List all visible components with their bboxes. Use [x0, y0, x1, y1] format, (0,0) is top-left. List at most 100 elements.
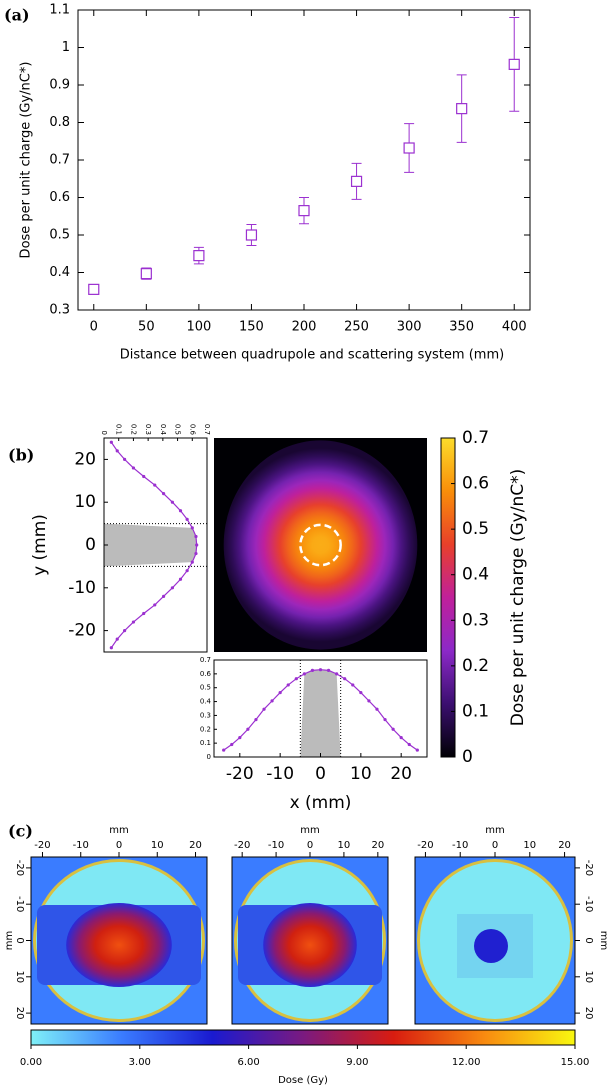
profile-point: [383, 717, 387, 722]
profile-point: [318, 668, 323, 672]
profile-point: [185, 569, 189, 573]
x-tick-label: -10: [452, 840, 468, 851]
panel-label: (b): [8, 446, 34, 465]
x-tick-label: -20: [34, 840, 50, 851]
profile-point: [190, 560, 194, 564]
point: [350, 175, 363, 187]
point: [298, 205, 310, 217]
x-tick-label: 0: [116, 840, 122, 851]
colorbar: [440, 437, 456, 758]
y-tick-label: -10: [14, 896, 25, 912]
profile-point: [153, 603, 157, 607]
profile-point: [194, 534, 198, 539]
shaded-region: [104, 523, 197, 567]
profile-point: [161, 594, 166, 598]
profile-point: [190, 526, 194, 530]
colorbar-tick-label: 0.7: [462, 428, 489, 448]
film-spot: [263, 903, 357, 987]
colorbar-tick-label: 0.3: [462, 610, 489, 630]
profile-point: [359, 690, 363, 695]
tick-label: 0: [207, 753, 211, 761]
x-tick-label: 20: [189, 840, 202, 851]
colorbar-tick-label: 0.2: [462, 656, 489, 676]
point: [88, 283, 100, 295]
x-tick-label: 250: [344, 320, 369, 335]
profile-point: [310, 668, 315, 672]
y-tick-label: 10: [74, 492, 96, 512]
x-tick-label: 0: [492, 840, 498, 851]
y-tick-label: 10: [583, 970, 594, 983]
profile-point: [407, 742, 411, 747]
panel-label: (a): [4, 6, 30, 25]
tick-label: 0.4: [200, 698, 212, 706]
profile-point: [270, 699, 274, 703]
profile-point: [131, 466, 136, 470]
y-tick-label: 0.9: [49, 78, 70, 93]
aperture-circle: [299, 523, 342, 567]
y-tick-label: -20: [583, 860, 594, 876]
point: [140, 268, 152, 280]
profile-point: [399, 736, 403, 740]
x-tick-label: 10: [523, 840, 536, 851]
x-tick-label: 10: [338, 840, 351, 851]
x-tick-label: 10: [350, 764, 372, 784]
profile-point: [375, 707, 379, 711]
x-tick-label: -20: [417, 840, 433, 851]
y-axis-title: Dose per unit charge (Gy/nC*): [19, 62, 34, 259]
y-tick-label: -20: [14, 860, 25, 876]
y-tick-label: 20: [583, 1007, 594, 1020]
x-tick-label: -10: [73, 840, 89, 851]
x-tick-label: 300: [397, 320, 422, 335]
y-tick-label: -10: [583, 896, 594, 912]
x-axis-title: mm: [485, 825, 504, 836]
x-axis-title: Distance between quadrupole and scatteri…: [120, 348, 504, 363]
x-tick-label: -10: [268, 840, 284, 851]
colorbar-tick-label: 0.5: [462, 519, 489, 539]
x-tick-label: 100: [186, 320, 211, 335]
profile-point: [246, 727, 250, 731]
colorbar-title: Dose per unit charge (Gy/nC*): [508, 469, 528, 726]
colorbar-tick-label: 9.00: [346, 1057, 368, 1068]
profile-point: [343, 677, 347, 681]
tick-label: 0.2: [200, 725, 211, 733]
y-tick-label: 1.1: [49, 3, 70, 18]
y-tick-label: 0: [583, 937, 594, 943]
y-tick-label: 0: [85, 535, 96, 555]
y-tick-label: 1: [62, 40, 70, 55]
colorbar-tick-label: 0.1: [462, 701, 489, 721]
profile-point: [262, 707, 266, 711]
x-tick-label: 400: [502, 320, 527, 335]
tick-label: 0.3: [200, 711, 211, 719]
profile-point: [278, 690, 282, 695]
x-tick-label: 20: [558, 840, 571, 851]
tick-label: 0: [100, 431, 108, 435]
point: [456, 103, 468, 115]
y-tick-label: 0.6: [49, 190, 70, 205]
point: [245, 229, 258, 241]
y-tick-label: 0.7: [49, 153, 70, 168]
colorbar-tick-label: 0.4: [462, 565, 489, 585]
y-axis-title: mm: [598, 931, 609, 950]
shaded-region: [300, 669, 341, 757]
x-tick-label: 0: [90, 320, 98, 335]
profile-point: [195, 543, 199, 547]
profile-point: [115, 637, 119, 641]
x-axis-title: mm: [109, 825, 128, 836]
tick-label: 0.7: [200, 656, 211, 664]
profile-point: [170, 586, 175, 590]
colorbar-tick-label: 0.6: [462, 474, 489, 494]
profile-point: [194, 551, 198, 556]
profile-point: [178, 509, 183, 513]
y-tick-label: 0.3: [49, 303, 70, 318]
profile-point: [153, 483, 157, 487]
profile-point: [170, 500, 175, 504]
tick-label: 0.4: [159, 424, 167, 436]
profile-point: [230, 742, 234, 747]
profile-point: [391, 727, 395, 731]
point: [508, 58, 520, 70]
profile-point: [238, 736, 242, 740]
tick-label: 0.3: [144, 424, 152, 435]
profile-point: [109, 646, 113, 650]
